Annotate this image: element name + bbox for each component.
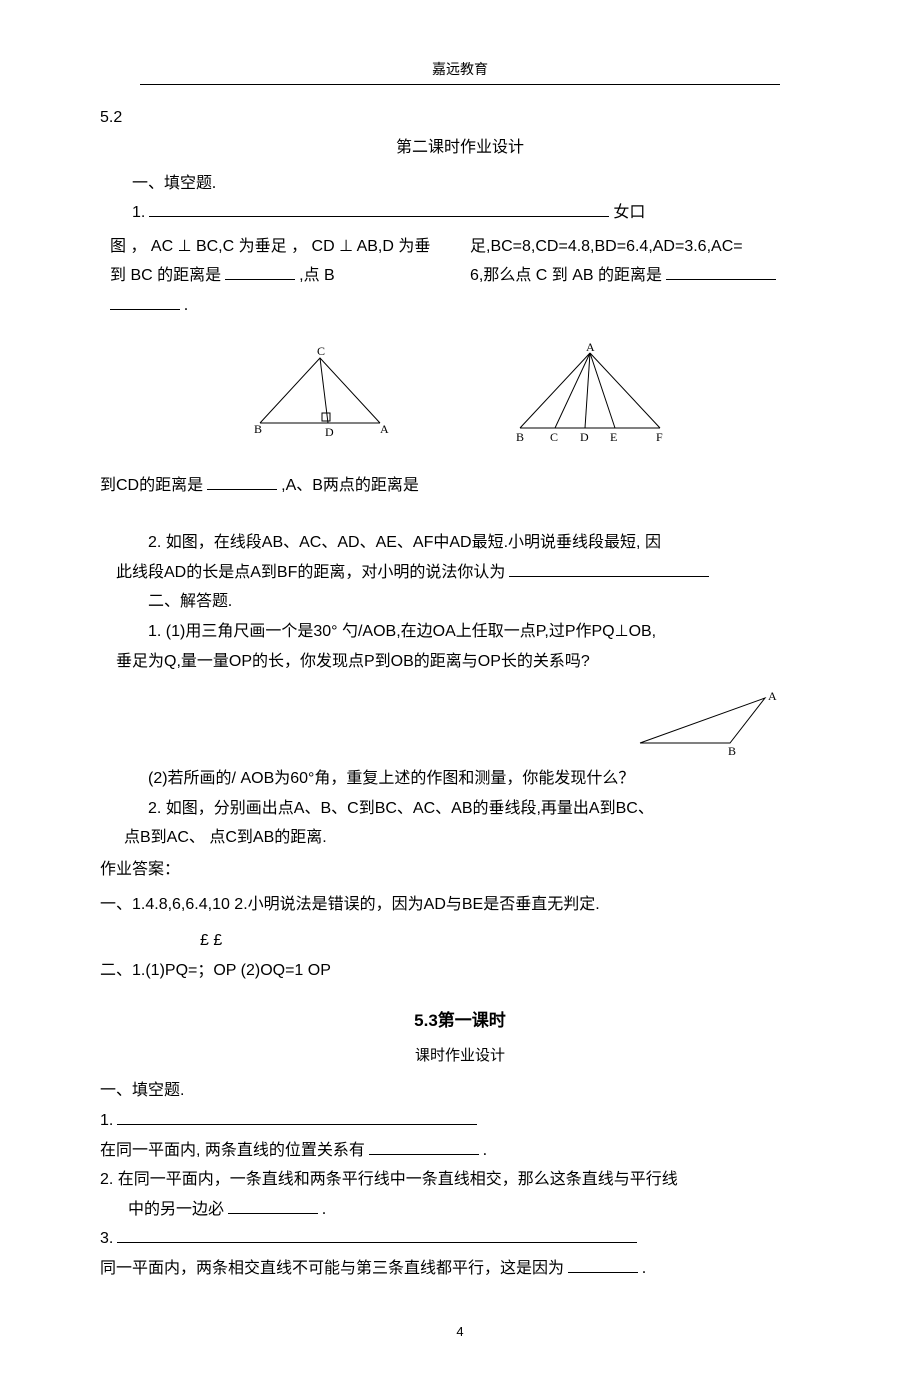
section-5-3-title: 5.3第一课时 [100, 1007, 820, 1034]
svg-text:A: A [380, 422, 389, 436]
section-5-3-subtitle: 课时作业设计 [100, 1044, 820, 1068]
svg-text:C: C [550, 430, 558, 444]
sec53-q3-text: 同一平面内，两条相交直线不可能与第三条直线都平行，这是因为 [100, 1260, 564, 1277]
solve-heading: 二、解答题. [100, 589, 820, 615]
section-5-2-title: 第二课时作业设计 [100, 135, 820, 161]
q2-line2: 此线段AD的长是点A到BF的距离，对小明的说法你认为 [116, 564, 505, 581]
answer-2: 二、1.(1)PQ=；OP (2)OQ=1 OP [100, 958, 820, 984]
fan-figure: A B C D E F [500, 343, 680, 453]
text-fragment: ,点 B [299, 267, 335, 284]
triangle-figure-1: B C D A [240, 343, 400, 443]
sec53-q2-line2: 中的另一边必 [128, 1201, 224, 1218]
page-header: 嘉远教育 [100, 60, 820, 82]
blank-line [117, 1227, 637, 1243]
svg-text:D: D [580, 430, 589, 444]
section-5-2-number: 5.2 [100, 105, 820, 131]
header-rule [140, 84, 780, 85]
text-fragment: . [322, 1201, 326, 1218]
svg-text:C: C [317, 344, 325, 358]
fraction-symbols: £ £ [200, 928, 820, 954]
text-fragment: 足,BC=8,CD=4.8,BD=6.4,AD=3.6,AC= [470, 234, 820, 260]
sec53-q1-text: 在同一平面内, 两条直线的位置关系有 [100, 1142, 365, 1159]
q1-number: 1. [132, 204, 145, 221]
blank-line [225, 264, 295, 280]
blank-line [207, 474, 277, 490]
text-fragment: 图 ， AC ⊥ BC,C 为垂足 ， CD ⊥ AB,D 为垂 [110, 238, 430, 255]
page-number: 4 [100, 1322, 820, 1343]
q2-line1: 2. 如图，在线段AB、AC、AD、AE、AF中AD最短.小明说垂线段最短, 因 [100, 530, 820, 556]
text-fragment: 6,那么点 C 到 AB 的距离是 [470, 267, 662, 284]
sec53-q2-line1: 2. 在同一平面内，一条直线和两条平行线中一条直线相交，那么这条直线与平行线 [100, 1167, 820, 1193]
svg-text:B: B [254, 422, 262, 436]
blank-line [666, 264, 776, 280]
svg-text:A: A [768, 689, 777, 703]
sec53-q1-num: 1. [100, 1112, 113, 1129]
blank-line [509, 561, 709, 577]
text-fragment: . [483, 1142, 487, 1159]
blank-line [568, 1257, 638, 1273]
blank-line [228, 1198, 318, 1214]
text-fragment: . [642, 1260, 646, 1277]
text-fragment: ,A、B两点的距离是 [281, 477, 419, 494]
sec53-q3-num: 3. [100, 1230, 113, 1247]
blank-line [149, 201, 609, 217]
text-fragment: 女口 [613, 204, 645, 221]
s2-q2-line1: 2. 如图，分别画出点A、B、C到BC、AC、AB的垂线段,再量出A到BC、 [100, 796, 820, 822]
answers-heading: 作业答案： [100, 857, 820, 883]
blank-line [369, 1139, 479, 1155]
s2-q2-line2: 点B到AC、 点C到AB的距离. [100, 825, 820, 851]
small-triangle-figure: A B [630, 688, 790, 758]
svg-text:D: D [325, 425, 334, 439]
figures-row-1: B C D A A B C D E F [100, 343, 820, 453]
text-fragment: 到CD的距离是 [100, 477, 203, 494]
text-fragment: 到 BC 的距离是 [110, 267, 221, 284]
svg-text:B: B [516, 430, 524, 444]
answer-1: 一、1.4.8,6,6.4,10 2.小明说法是错误的，因为AD与BE是否垂直无… [100, 892, 820, 918]
text-fragment: . [184, 297, 188, 314]
svg-text:B: B [728, 744, 736, 758]
s2-q1-line1: 1. (1)用三角尺画一个是30° 勺/AOB,在边OA上任取一点P,过P作PQ… [100, 619, 820, 645]
svg-text:E: E [610, 430, 617, 444]
s2-q1-part2: (2)若所画的/ AOB为60°角，重复上述的作图和测量，你能发现什么？ [100, 766, 820, 792]
sec53-fill-heading: 一、填空题. [100, 1078, 820, 1104]
svg-text:A: A [586, 343, 595, 354]
blank-line [117, 1109, 477, 1125]
s2-q1-line2: 垂足为Q,量一量OP的长，你发现点P到OB的距离与OP长的关系吗? [100, 649, 820, 675]
fill-blank-heading: 一、填空题. [100, 171, 820, 197]
blank-line [110, 294, 180, 310]
svg-text:F: F [656, 430, 663, 444]
